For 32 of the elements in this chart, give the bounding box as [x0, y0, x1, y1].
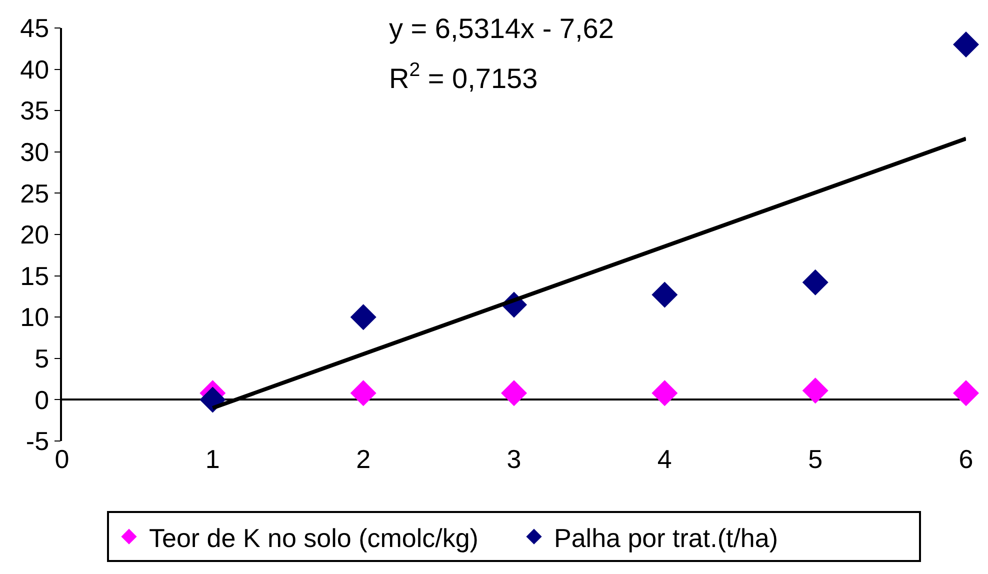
- y-tick-label: 25: [20, 178, 50, 208]
- point: [953, 380, 979, 406]
- y-tick-label: 0: [34, 384, 50, 415]
- point: [953, 32, 979, 58]
- legend-label: Palha por trat.(t/ha): [554, 522, 778, 553]
- y-tick-label: 5: [34, 344, 50, 374]
- point: [802, 269, 828, 296]
- annotation: y = 6,5314x - 7,62: [389, 13, 614, 44]
- x-tick-label: 6: [958, 444, 974, 474]
- x-tick-label: 0: [54, 444, 70, 474]
- point: [501, 380, 527, 406]
- point: [350, 304, 376, 330]
- point: [652, 282, 678, 308]
- y-tick-label: 35: [20, 96, 50, 126]
- y-tick-label: 45: [20, 13, 50, 44]
- legend-label: Teor de K no solo (cmolc/kg): [149, 522, 478, 553]
- annotation: R$^{2}$ = 0,7153: [389, 59, 538, 94]
- x-tick-label: 5: [808, 444, 823, 474]
- point: [350, 380, 376, 406]
- x-tick-label: 1: [205, 444, 220, 474]
- x-tick-label: 4: [657, 444, 672, 474]
- point: [652, 380, 678, 406]
- x-tick-label: 3: [506, 444, 522, 474]
- y-tick-label: 10: [20, 302, 50, 332]
- y-tick-label: 15: [20, 260, 50, 291]
- point: [200, 386, 226, 413]
- y-tick-label: 20: [20, 220, 50, 250]
- point: [802, 378, 828, 404]
- y-tick-label: 30: [20, 137, 50, 167]
- y-tick-label: 40: [20, 54, 50, 84]
- x-tick-label: 2: [356, 444, 371, 474]
- y-tick-label: -5: [26, 426, 50, 456]
